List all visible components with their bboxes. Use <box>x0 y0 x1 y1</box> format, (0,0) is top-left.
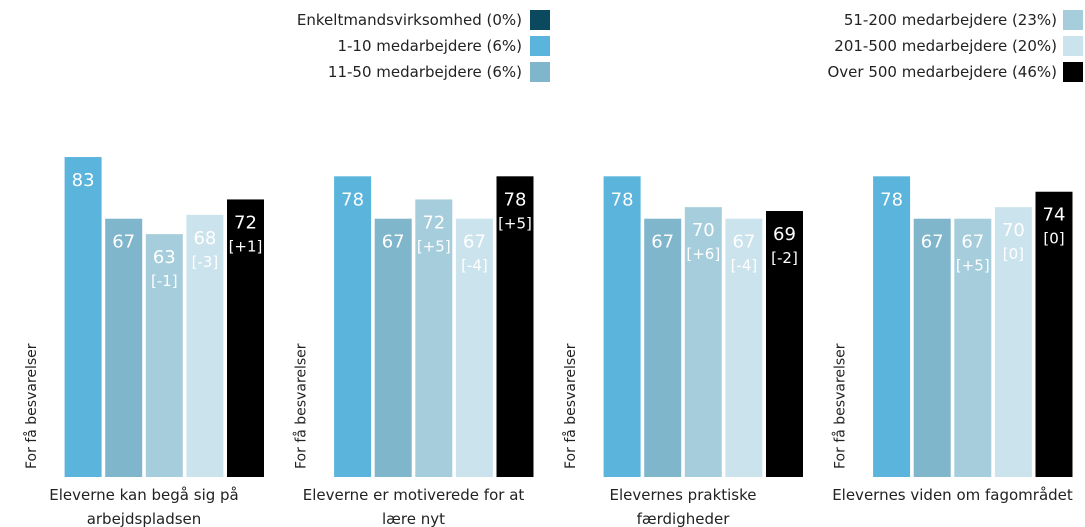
value-label: 83 <box>72 170 95 191</box>
category-label: Eleverne kan begå sig på arbejdspladsen <box>49 486 239 527</box>
value-label: 69 <box>773 224 796 245</box>
bar <box>186 214 224 478</box>
value-label: 70 <box>1002 220 1025 241</box>
value-label: 78 <box>504 189 527 210</box>
value-label: 78 <box>341 189 364 210</box>
bar <box>374 218 412 477</box>
value-label: 63 <box>153 247 176 268</box>
change-label: [-3] <box>192 253 219 271</box>
change-label: [+6] <box>686 245 720 263</box>
change-label: [+1] <box>229 237 263 255</box>
legend-swatch <box>530 36 550 56</box>
value-label: 72 <box>234 212 257 233</box>
legend-swatch <box>530 62 550 82</box>
annotation: For få besvarelser <box>562 343 579 469</box>
bar <box>227 199 264 477</box>
value-label: 78 <box>880 189 903 210</box>
bar <box>994 207 1032 477</box>
change-label: [+5] <box>417 237 451 255</box>
annotation: For få besvarelser <box>293 343 310 469</box>
legend-swatch <box>1063 36 1083 56</box>
legend-label: 1-10 medarbejdere (6%) <box>337 37 522 55</box>
legend-label: Enkeltmandsvirksomhed (0%) <box>297 11 522 29</box>
bar <box>1035 191 1073 478</box>
bar <box>145 234 183 477</box>
bar <box>873 176 911 477</box>
legend-label: Over 500 medarbejdere (46%) <box>827 63 1057 81</box>
annotation: For få besvarelser <box>832 343 849 469</box>
change-label: [-4] <box>461 257 488 275</box>
bar <box>64 157 102 477</box>
legend-label: 51-200 medarbejdere (23%) <box>844 11 1057 29</box>
value-label: 72 <box>422 212 445 233</box>
category-label: Eleverne er motiverede for at lære nyt <box>302 486 525 527</box>
value-label: 68 <box>193 228 216 249</box>
bar <box>415 199 453 477</box>
change-label: [-2] <box>771 249 798 267</box>
legend-swatch <box>1063 62 1083 82</box>
bar <box>766 211 803 477</box>
bar <box>105 218 143 477</box>
value-label: 78 <box>611 189 634 210</box>
value-label: 67 <box>651 232 674 253</box>
category-label: Elevernes praktiske færdigheder <box>609 486 757 527</box>
value-label: 67 <box>112 232 135 253</box>
value-label: 67 <box>961 232 984 253</box>
bar <box>603 176 641 477</box>
value-label: 67 <box>463 232 486 253</box>
bar <box>455 218 493 477</box>
bar <box>334 176 372 477</box>
bar <box>954 218 992 477</box>
change-label: [-1] <box>151 272 178 290</box>
change-label: [0] <box>1003 245 1024 263</box>
bar <box>644 218 682 477</box>
category-label: Elevernes viden om fagområdet <box>832 486 1073 504</box>
change-label: [0] <box>1043 230 1064 248</box>
legend-swatch <box>1063 10 1083 30</box>
bar <box>496 176 534 477</box>
change-label: [-4] <box>731 257 758 275</box>
bar <box>913 218 951 477</box>
legend-label: 201-500 medarbejdere (20%) <box>834 37 1057 55</box>
bar <box>725 218 763 477</box>
value-label: 67 <box>732 232 755 253</box>
value-label: 67 <box>921 232 944 253</box>
legend-swatch <box>530 10 550 30</box>
value-label: 74 <box>1043 205 1066 226</box>
change-label: [+5] <box>498 214 532 232</box>
annotation: For få besvarelser <box>23 343 40 469</box>
value-label: 67 <box>382 232 405 253</box>
legend-label: 11-50 medarbejdere (6%) <box>328 63 522 81</box>
change-label: [+5] <box>956 257 990 275</box>
bar <box>684 207 722 477</box>
value-label: 70 <box>692 220 715 241</box>
